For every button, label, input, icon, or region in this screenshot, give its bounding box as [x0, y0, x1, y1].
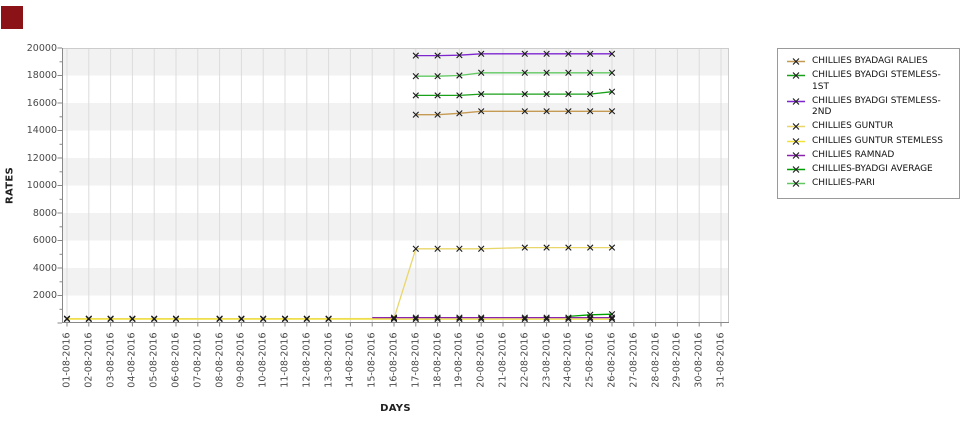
legend-line-marker-icon — [787, 151, 805, 159]
x-tick-label: 04-08-2016 — [126, 332, 138, 388]
legend-item: CHILLIES-PARI — [786, 178, 951, 189]
legend-line-marker-icon — [787, 166, 805, 173]
x-tick-label: 11-08-2016 — [279, 332, 291, 388]
x-tick-label: 16-08-2016 — [388, 332, 400, 388]
x-tick-label: 03-08-2016 — [105, 332, 117, 388]
legend-item: CHILLIES GUNTUR — [786, 121, 951, 132]
x-tick-label: 01-08-2016 — [61, 332, 73, 388]
y-tick-label: 8000 — [32, 207, 57, 219]
legend-item: CHILLIES BYADGI STEMLESS-2ND — [786, 96, 951, 119]
x-tick-label: 05-08-2016 — [148, 332, 160, 388]
x-tick-label: 07-08-2016 — [192, 332, 204, 388]
x-tick-label: 17-08-2016 — [410, 332, 422, 388]
y-tick-label: 20000 — [26, 42, 57, 54]
x-tick-label: 20-08-2016 — [475, 332, 487, 388]
x-tick-label: 21-08-2016 — [497, 332, 509, 388]
x-tick-label: 22-08-2016 — [519, 332, 531, 388]
legend-item: CHILLIES BYADAGI RALIES — [786, 56, 951, 67]
legend-item: CHILLIES GUNTUR STEMLESS — [786, 136, 951, 147]
legend-line-marker-icon — [787, 137, 805, 145]
x-tick-label: 12-08-2016 — [301, 332, 313, 388]
legend-label: CHILLIES RAMNAD — [812, 149, 895, 160]
y-tick-label: 4000 — [32, 262, 57, 274]
legend-item: CHILLIES-BYADGI AVERAGE — [786, 164, 951, 175]
legend-label: CHILLIES GUNTUR — [812, 121, 894, 132]
x-tick-label: 30-08-2016 — [693, 332, 705, 388]
legend-label: CHILLIES-BYADGI AVERAGE — [812, 164, 933, 174]
x-tick-label: 19-08-2016 — [453, 332, 465, 388]
x-tick-label: 14-08-2016 — [344, 332, 356, 388]
legend-line-marker-icon — [787, 180, 805, 188]
x-tick-label: 13-08-2016 — [323, 332, 335, 388]
y-tick-label: 18000 — [26, 70, 57, 81]
legend-line-marker-icon — [787, 97, 805, 105]
y-tick-label: 10000 — [26, 180, 57, 191]
x-tick-label: 06-08-2016 — [170, 332, 182, 388]
legend-label: CHILLIES BYADGI STEMLESS-2ND — [812, 95, 941, 117]
legend: CHILLIES BYADAGI RALIES CHILLIES BYADGI … — [777, 48, 960, 199]
x-tick-label: 18-08-2016 — [432, 332, 444, 388]
x-axis-title: DAYS — [380, 403, 411, 414]
legend-line-marker-icon — [787, 123, 805, 131]
corner-mark — [1, 6, 23, 29]
legend-item: CHILLIES RAMNAD — [786, 150, 951, 161]
x-tick-label: 02-08-2016 — [83, 332, 95, 388]
x-tick-label: 09-08-2016 — [235, 332, 247, 388]
legend-line-marker-icon — [787, 58, 805, 65]
x-tick-label: 28-08-2016 — [650, 332, 662, 388]
legend-label: CHILLIES GUNTUR STEMLESS — [812, 135, 943, 146]
legend-item: CHILLIES BYADGI STEMLESS-1ST — [786, 70, 951, 93]
legend-label: CHILLIES-PARI — [812, 178, 875, 189]
legend-label: CHILLIES BYADGI STEMLESS-1ST — [812, 70, 941, 92]
x-tick-label: 23-08-2016 — [541, 332, 553, 388]
x-tick-label: 10-08-2016 — [257, 332, 269, 388]
x-tick-label: 29-08-2016 — [671, 332, 683, 388]
y-tick-label: 12000 — [26, 152, 57, 164]
y-tick-label: 2000 — [32, 290, 57, 301]
x-tick-label: 24-08-2016 — [562, 332, 574, 388]
x-tick-label: 31-08-2016 — [715, 332, 727, 388]
x-tick-label: 25-08-2016 — [584, 332, 596, 388]
y-tick-label: 6000 — [32, 235, 57, 246]
x-tick-label: 26-08-2016 — [606, 332, 618, 388]
y-tick-label: 16000 — [26, 97, 57, 109]
x-tick-label: 15-08-2016 — [366, 332, 378, 388]
y-axis-title: RATES — [4, 166, 16, 205]
legend-label: CHILLIES BYADAGI RALIES — [812, 56, 928, 66]
x-tick-label: 27-08-2016 — [628, 332, 640, 388]
legend-line-marker-icon — [787, 72, 805, 80]
y-tick-label: 14000 — [26, 125, 57, 136]
x-tick-label: 08-08-2016 — [214, 332, 226, 388]
